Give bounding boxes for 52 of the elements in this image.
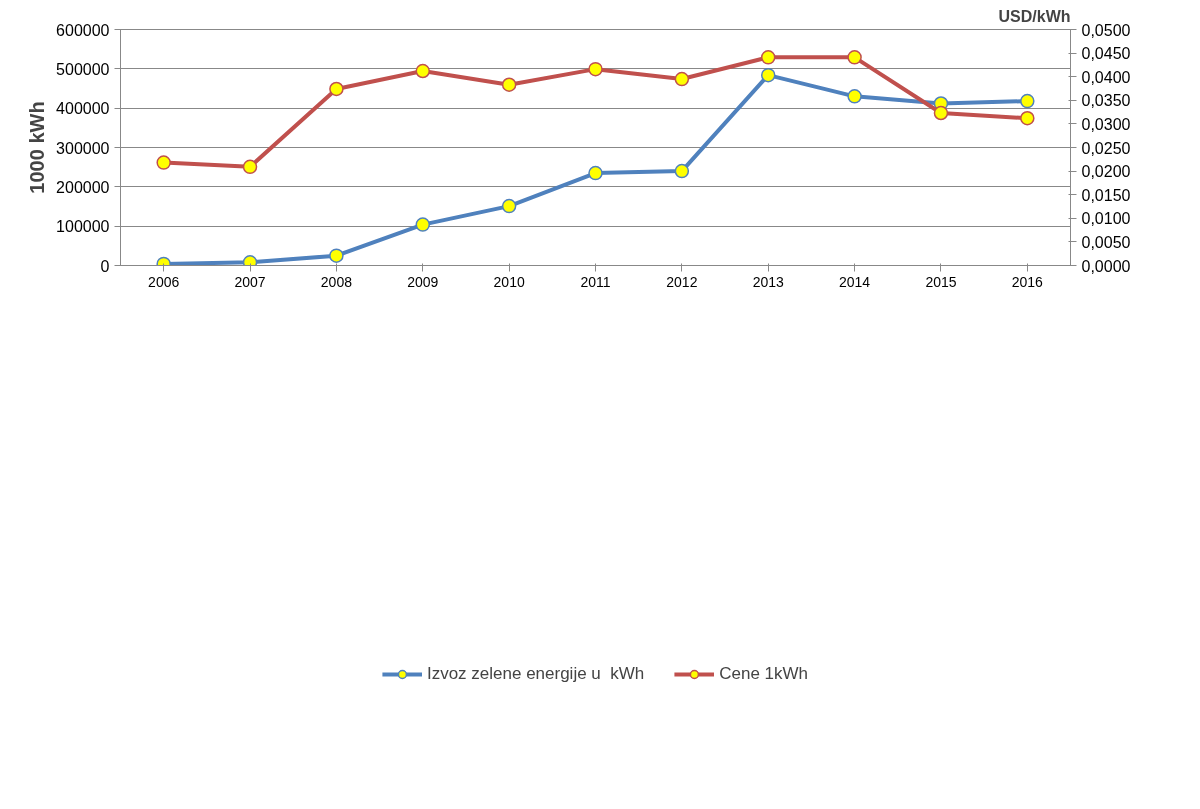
x-tick-label: 2007 — [234, 273, 266, 290]
y2-tick-label: 0,0300 — [1081, 115, 1131, 133]
point — [588, 61, 603, 77]
point — [847, 50, 862, 65]
legend-label: Izvoz zelene energije u kWh — [426, 664, 645, 684]
point — [760, 50, 776, 65]
point — [1020, 111, 1035, 126]
point — [588, 165, 603, 181]
x-tick-label: 2010 — [493, 273, 525, 290]
x-tick-label: 2006 — [148, 273, 180, 290]
x-tick-label: 2011 — [580, 273, 611, 290]
point — [760, 67, 776, 83]
y-tick-label: 400000 — [56, 100, 110, 118]
y2-axis-title: USD/kWh — [998, 7, 1071, 25]
x-tick-label: 2012 — [666, 273, 698, 290]
point — [674, 71, 690, 87]
point — [847, 89, 862, 104]
y-axis-title: 1000 kWh — [26, 101, 49, 194]
y2-tick-label: 0,0150 — [1081, 186, 1131, 204]
point — [329, 81, 344, 97]
point — [415, 217, 431, 232]
y-tick-label: 200000 — [56, 178, 110, 196]
point — [1020, 93, 1035, 109]
point — [674, 163, 690, 179]
y2-tick-label: 0,0350 — [1081, 92, 1131, 110]
y2-tick-label: 0,0050 — [1081, 233, 1131, 251]
x-tick-label: 2009 — [407, 273, 439, 290]
x-tick-label: 2008 — [320, 273, 353, 290]
y-tick-label: 500000 — [56, 60, 110, 78]
x-tick-label: 2015 — [925, 273, 957, 290]
y2-tick-label: 0,0500 — [1081, 21, 1131, 39]
point — [501, 77, 517, 92]
y2-tick-label: 0,0400 — [1081, 68, 1131, 86]
point — [933, 105, 949, 121]
x-tick-label: 2016 — [1011, 273, 1044, 290]
point — [242, 159, 258, 175]
legend-label: Cene 1kWh — [719, 664, 809, 684]
y2-tick-label: 0,0000 — [1081, 257, 1131, 275]
y-tick-label: 600000 — [56, 21, 110, 39]
x-tick-label: 2014 — [839, 273, 871, 290]
point — [156, 155, 171, 170]
y-tick-label: 100000 — [56, 218, 110, 236]
point — [415, 63, 431, 79]
y2-tick-label: 0,0250 — [1081, 139, 1131, 157]
x-tick-label: 2013 — [752, 273, 785, 290]
y-tick-label: 0 — [100, 257, 110, 275]
point — [501, 198, 517, 214]
y2-tick-label: 0,0100 — [1081, 210, 1131, 228]
y2-tick-label: 0,0200 — [1081, 163, 1131, 181]
y2-tick-label: 0,0450 — [1081, 45, 1131, 63]
point — [329, 248, 344, 263]
y-tick-label: 300000 — [56, 139, 110, 157]
